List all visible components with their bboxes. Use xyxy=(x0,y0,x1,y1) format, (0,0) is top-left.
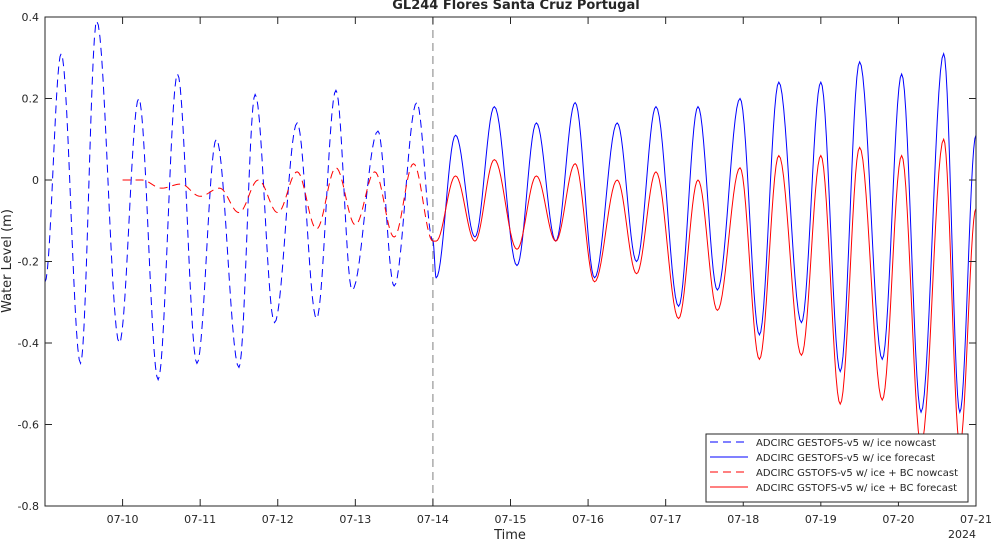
y-axis-label: Water Level (m) xyxy=(0,209,15,313)
x-axis-label: Time xyxy=(493,528,526,541)
y-tick-label: 0 xyxy=(32,174,39,187)
legend-label-4: ADCIRC GSTOFS-v5 w/ ice + BC forecast xyxy=(756,483,957,494)
series-line-4 xyxy=(432,137,977,447)
y-tick-label: 0.2 xyxy=(22,93,40,106)
x-tick-label: 07-17 xyxy=(650,513,682,526)
x-tick-label: 07-15 xyxy=(495,513,527,526)
legend-label-1: ADCIRC GESTOFS-v5 w/ ice nowcast xyxy=(756,438,936,449)
legend-label-2: ADCIRC GESTOFS-v5 w/ ice forecast xyxy=(756,453,935,464)
x-axis-year-label: 2024 xyxy=(948,528,976,541)
legend-box xyxy=(705,433,969,503)
legend-label-3: ADCIRC GSTOFS-v5 w/ ice + BC nowcast xyxy=(756,468,958,479)
x-tick-label: 07-21 xyxy=(960,513,992,526)
series-line-1 xyxy=(44,19,434,382)
x-tick-label: 07-19 xyxy=(805,513,837,526)
y-tick-label: 0.4 xyxy=(22,11,40,24)
x-tick-label: 07-13 xyxy=(339,513,371,526)
y-tick-label: -0.8 xyxy=(18,500,39,513)
y-tick-label: -0.2 xyxy=(18,256,39,269)
x-tick-label: 07-12 xyxy=(262,513,294,526)
x-tick-label: 07-10 xyxy=(107,513,139,526)
x-tick-label: 07-11 xyxy=(184,513,216,526)
chart-title: GL244 Flores Santa Cruz Portugal xyxy=(392,0,639,13)
y-tick-label: -0.4 xyxy=(18,337,39,350)
y-tick-label: -0.6 xyxy=(18,419,39,432)
x-tick-label: 07-16 xyxy=(572,513,604,526)
x-tick-label: 07-14 xyxy=(417,513,449,526)
x-tick-label: 07-18 xyxy=(727,513,759,526)
x-tick-label: 07-20 xyxy=(882,513,914,526)
series-line-3 xyxy=(122,163,434,242)
legend: ADCIRC GESTOFS-v5 w/ ice nowcast ADCIRC G… xyxy=(705,433,969,503)
